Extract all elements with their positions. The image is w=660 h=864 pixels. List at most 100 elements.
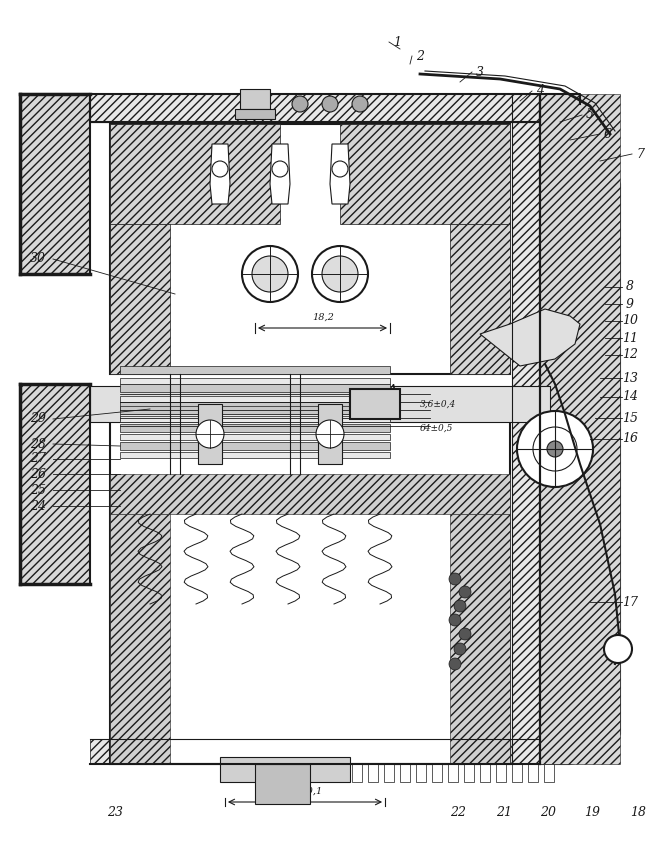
- Text: 7: 7: [636, 148, 644, 161]
- Bar: [318, 404, 342, 464]
- Bar: [340, 124, 510, 224]
- Bar: [220, 757, 350, 782]
- Text: 21: 21: [496, 805, 512, 818]
- Circle shape: [322, 256, 358, 292]
- Text: 64±0,5: 64±0,5: [420, 423, 453, 433]
- Text: 6: 6: [604, 128, 612, 141]
- Text: 12: 12: [622, 348, 638, 361]
- Polygon shape: [270, 144, 290, 204]
- Text: 19: 19: [584, 805, 600, 818]
- Text: 26: 26: [30, 467, 46, 480]
- Polygon shape: [352, 764, 362, 782]
- Text: 18,2: 18,2: [312, 313, 334, 322]
- Text: 8: 8: [626, 281, 634, 294]
- Circle shape: [212, 161, 228, 177]
- Text: 22: 22: [450, 805, 466, 818]
- Text: 1: 1: [393, 35, 401, 48]
- Bar: [120, 442, 390, 450]
- Circle shape: [604, 635, 632, 663]
- Text: 14: 14: [622, 391, 638, 403]
- Bar: [110, 474, 510, 514]
- Bar: [540, 94, 620, 764]
- Circle shape: [517, 411, 593, 487]
- Circle shape: [454, 600, 466, 612]
- Text: 20: 20: [540, 805, 556, 818]
- Bar: [120, 452, 390, 458]
- Text: 30: 30: [30, 252, 46, 265]
- Bar: [120, 406, 390, 414]
- Circle shape: [322, 96, 338, 112]
- Bar: [90, 739, 540, 764]
- Polygon shape: [384, 764, 394, 782]
- Polygon shape: [528, 764, 538, 782]
- Bar: [120, 378, 390, 384]
- Text: 5: 5: [586, 109, 594, 122]
- Text: 4: 4: [536, 85, 544, 98]
- Bar: [120, 434, 390, 440]
- Circle shape: [449, 573, 461, 585]
- Bar: [512, 94, 540, 764]
- Polygon shape: [336, 764, 346, 782]
- Text: 10: 10: [622, 314, 638, 327]
- Polygon shape: [480, 764, 490, 782]
- Bar: [198, 404, 222, 464]
- Text: 18: 18: [630, 805, 646, 818]
- Text: 13: 13: [622, 372, 638, 384]
- Bar: [120, 402, 390, 410]
- Text: 16: 16: [622, 433, 638, 446]
- Bar: [235, 109, 275, 119]
- Bar: [120, 414, 390, 420]
- Text: 17: 17: [622, 595, 638, 608]
- Polygon shape: [496, 764, 506, 782]
- Polygon shape: [464, 764, 474, 782]
- Text: 23: 23: [107, 805, 123, 818]
- Circle shape: [316, 420, 344, 448]
- Bar: [110, 514, 170, 764]
- Text: A: A: [386, 384, 397, 397]
- Circle shape: [252, 256, 288, 292]
- Bar: [350, 389, 400, 419]
- Bar: [450, 514, 510, 764]
- Bar: [120, 416, 390, 422]
- Bar: [90, 94, 540, 122]
- Text: 24: 24: [30, 499, 46, 512]
- Text: 29: 29: [30, 412, 46, 425]
- Text: 3: 3: [476, 66, 484, 79]
- Bar: [120, 384, 390, 392]
- Circle shape: [449, 614, 461, 626]
- Circle shape: [242, 246, 298, 302]
- Circle shape: [533, 427, 577, 471]
- Polygon shape: [330, 144, 350, 204]
- Circle shape: [454, 643, 466, 655]
- Text: 28: 28: [30, 437, 46, 450]
- Bar: [450, 224, 510, 374]
- Bar: [110, 404, 510, 764]
- Text: 25: 25: [30, 484, 46, 497]
- Text: 78±0,1: 78±0,1: [287, 787, 323, 796]
- Circle shape: [547, 441, 563, 457]
- Polygon shape: [368, 764, 378, 782]
- Text: 27: 27: [30, 453, 46, 466]
- Circle shape: [459, 586, 471, 598]
- Circle shape: [449, 658, 461, 670]
- Circle shape: [352, 96, 368, 112]
- Bar: [110, 124, 510, 374]
- Bar: [255, 764, 310, 804]
- Circle shape: [272, 161, 288, 177]
- Polygon shape: [400, 764, 410, 782]
- Text: 9: 9: [626, 297, 634, 310]
- Circle shape: [459, 628, 471, 640]
- Bar: [90, 386, 550, 422]
- Bar: [20, 94, 90, 274]
- Polygon shape: [210, 144, 230, 204]
- Bar: [110, 124, 280, 224]
- Polygon shape: [540, 94, 620, 764]
- Polygon shape: [448, 764, 458, 782]
- Text: 3,6±0,4: 3,6±0,4: [420, 399, 456, 409]
- Text: 2: 2: [416, 49, 424, 62]
- Bar: [110, 224, 170, 374]
- Circle shape: [292, 96, 308, 112]
- Circle shape: [312, 246, 368, 302]
- Circle shape: [332, 161, 348, 177]
- Bar: [240, 89, 270, 109]
